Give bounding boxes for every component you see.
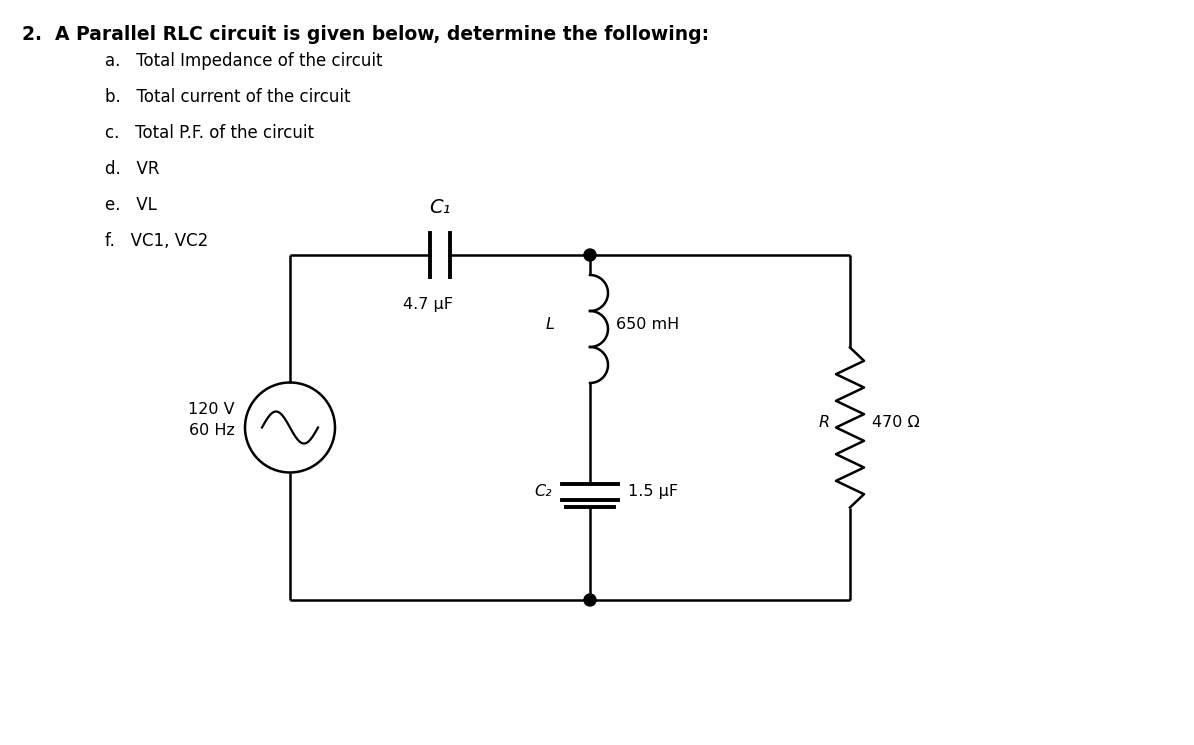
Text: 470 Ω: 470 Ω — [872, 415, 919, 430]
Text: L: L — [546, 317, 554, 332]
Text: 2.  A Parallel RLC circuit is given below, determine the following:: 2. A Parallel RLC circuit is given below… — [21, 25, 709, 44]
Text: c.   Total P.F. of the circuit: c. Total P.F. of the circuit — [105, 124, 314, 142]
Text: C₁: C₁ — [430, 198, 451, 217]
Text: b.   Total current of the circuit: b. Total current of the circuit — [105, 88, 351, 106]
Text: 650 mH: 650 mH — [616, 317, 679, 332]
Circle shape — [584, 249, 596, 261]
Text: a.   Total Impedance of the circuit: a. Total Impedance of the circuit — [105, 52, 382, 70]
Text: 4.7 μF: 4.7 μF — [404, 297, 453, 312]
Text: R: R — [819, 415, 830, 430]
Text: 120 V
60 Hz: 120 V 60 Hz — [189, 402, 235, 437]
Text: d.   VR: d. VR — [105, 160, 160, 178]
Text: f.   VC1, VC2: f. VC1, VC2 — [105, 232, 208, 250]
Text: C₂: C₂ — [535, 484, 552, 499]
Circle shape — [584, 594, 596, 606]
Text: e.   VL: e. VL — [105, 196, 156, 214]
Text: 1.5 μF: 1.5 μF — [628, 484, 678, 499]
